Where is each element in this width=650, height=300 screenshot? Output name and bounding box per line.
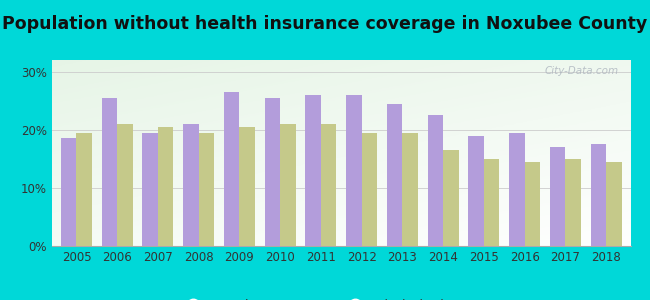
Bar xyxy=(239,127,255,246)
Text: City-Data.com: City-Data.com xyxy=(545,66,619,76)
Bar xyxy=(443,150,459,246)
Bar xyxy=(469,136,484,246)
Bar xyxy=(550,147,566,246)
Bar xyxy=(61,139,77,246)
Bar xyxy=(484,159,499,246)
Bar xyxy=(199,133,214,246)
Bar xyxy=(428,115,443,246)
Bar xyxy=(306,95,321,246)
Bar xyxy=(606,162,621,246)
Bar xyxy=(142,133,158,246)
Bar xyxy=(346,95,361,246)
Bar xyxy=(402,133,418,246)
Bar xyxy=(117,124,133,246)
Text: Population without health insurance coverage in Noxubee County: Population without health insurance cove… xyxy=(3,15,647,33)
Bar xyxy=(224,92,239,246)
Bar xyxy=(509,133,525,246)
Bar xyxy=(280,124,296,246)
Bar xyxy=(321,124,336,246)
Bar xyxy=(566,159,581,246)
Bar xyxy=(183,124,199,246)
Bar xyxy=(387,103,402,246)
Legend: Noxubee County, Mississippi average: Noxubee County, Mississippi average xyxy=(174,294,508,300)
Bar xyxy=(361,133,377,246)
Bar xyxy=(158,127,174,246)
Bar xyxy=(591,144,606,246)
Bar xyxy=(265,98,280,246)
Bar xyxy=(77,133,92,246)
Bar xyxy=(525,162,540,246)
Bar xyxy=(101,98,117,246)
